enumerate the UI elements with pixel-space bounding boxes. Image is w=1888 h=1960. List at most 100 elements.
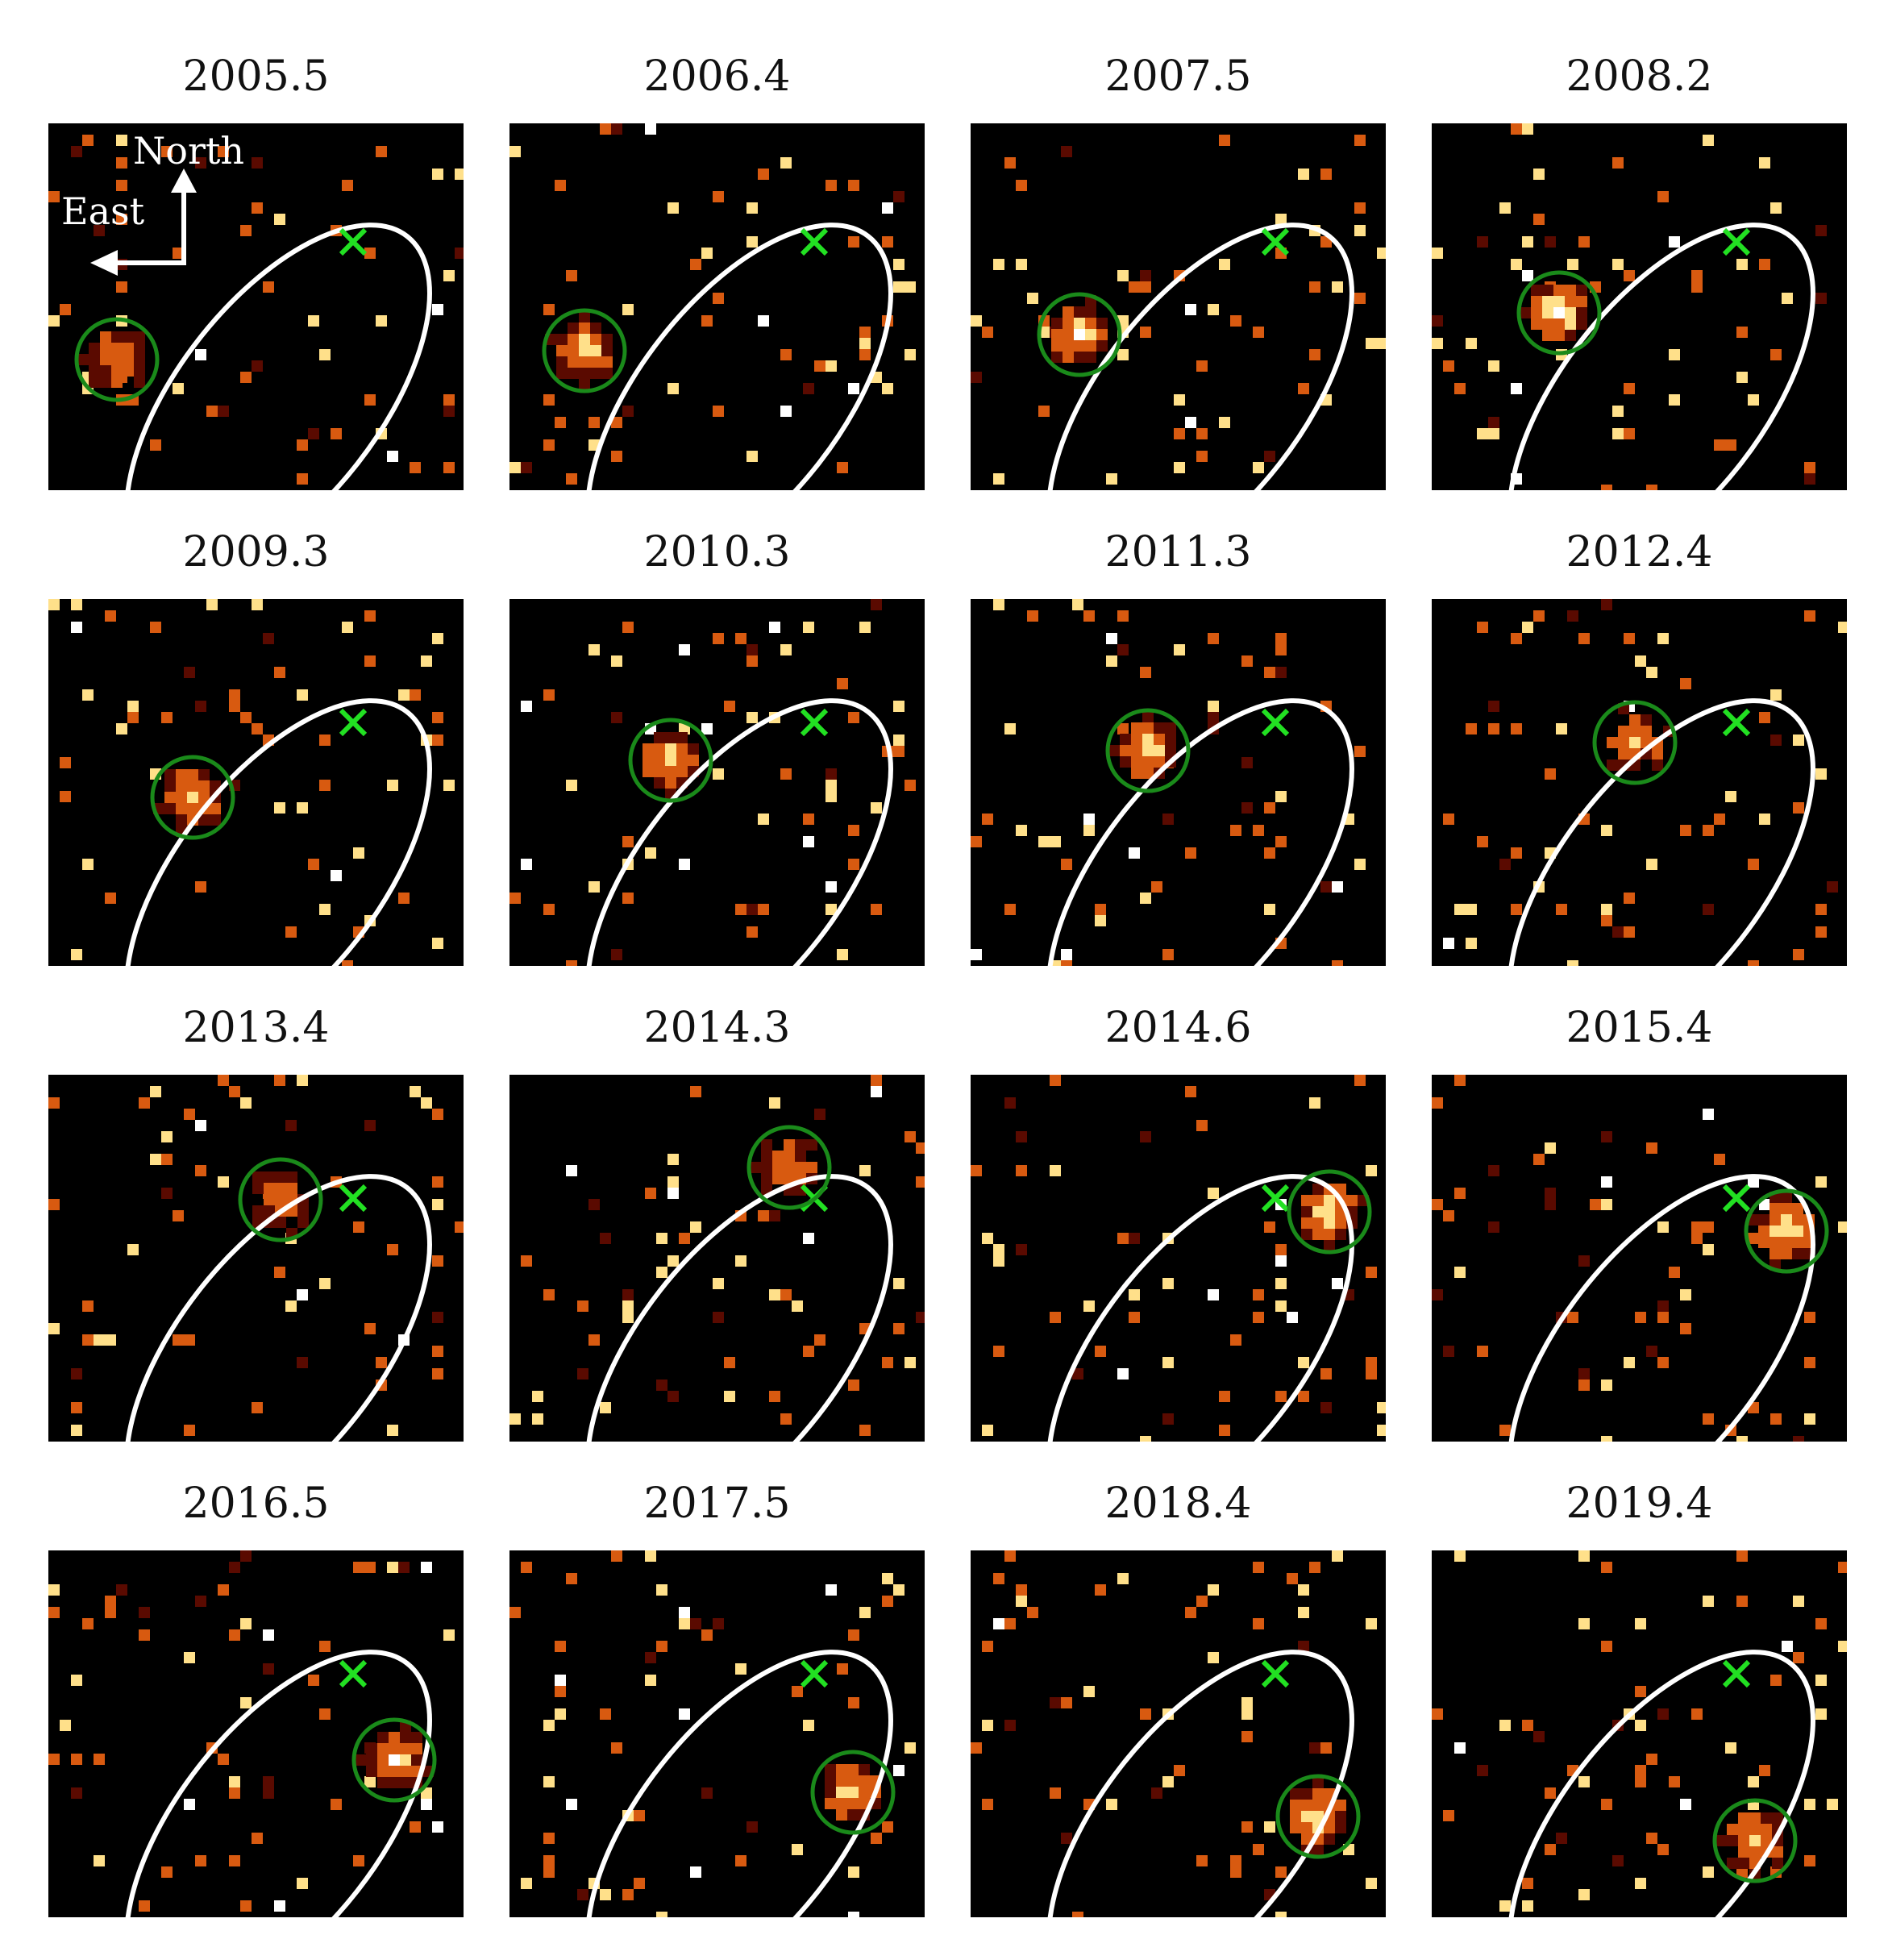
noise-pixel <box>848 825 859 836</box>
noise-pixel <box>1004 1720 1016 1731</box>
noise-pixel <box>1016 1165 1027 1176</box>
orbit-ellipse <box>585 1174 893 1442</box>
noise-pixel <box>769 1289 780 1300</box>
source-pixel <box>1781 1237 1792 1248</box>
source-pixel <box>601 356 613 368</box>
noise-pixel <box>1657 191 1669 202</box>
noise-pixel <box>1117 610 1129 622</box>
noise-pixel <box>48 1607 60 1618</box>
noise-pixel <box>588 1334 600 1346</box>
noise-pixel <box>521 701 532 712</box>
source-pixel <box>1531 285 1542 296</box>
noise-pixel <box>1635 1618 1646 1629</box>
noise-pixel <box>871 1086 882 1097</box>
source-pixel <box>676 755 688 766</box>
noise-pixel <box>1309 281 1320 293</box>
orbit-ellipse <box>1046 1650 1354 1917</box>
source-pixel <box>750 1162 761 1173</box>
noise-pixel <box>387 451 398 462</box>
noise-pixel <box>803 622 814 633</box>
source-pixel <box>1738 1812 1749 1824</box>
noise-pixel <box>893 1278 904 1289</box>
noise-pixel <box>1443 1810 1454 1821</box>
noise-pixel <box>1332 1550 1343 1562</box>
noise-pixel <box>274 1900 285 1912</box>
circle-marker-icon <box>1287 1169 1372 1255</box>
source-pixel <box>1301 1800 1312 1811</box>
noise-pixel <box>1432 315 1443 327</box>
noise-pixel <box>577 1889 588 1900</box>
noise-pixel <box>308 428 319 439</box>
noise-pixel <box>342 180 353 191</box>
noise-pixel <box>1016 1596 1027 1607</box>
image-frame <box>509 123 925 490</box>
noise-pixel <box>1601 1436 1612 1442</box>
noise-pixel <box>1241 1697 1253 1708</box>
noise-pixel <box>127 701 139 712</box>
noise-pixel <box>803 1720 814 1731</box>
noise-pixel <box>713 1278 724 1289</box>
noise-pixel <box>342 960 353 966</box>
noise-pixel <box>252 202 263 214</box>
noise-pixel <box>600 1233 611 1244</box>
noise-pixel <box>588 644 600 655</box>
source-pixel <box>795 1162 806 1173</box>
source-pixel <box>275 1194 286 1205</box>
noise-pixel <box>1230 1334 1241 1346</box>
noise-pixel <box>285 926 297 938</box>
noise-pixel <box>882 1596 893 1607</box>
noise-pixel <box>509 1413 521 1425</box>
source-pixel <box>1758 1237 1769 1248</box>
source-pixel <box>1290 1811 1301 1822</box>
source-pixel <box>1165 734 1176 745</box>
noise-pixel <box>218 1176 229 1188</box>
noise-pixel <box>1680 1323 1691 1334</box>
noise-pixel <box>1230 315 1241 327</box>
image-background <box>48 599 464 966</box>
source-pixel <box>123 365 134 377</box>
noise-pixel <box>588 1199 600 1210</box>
noise-pixel <box>1556 723 1567 734</box>
noise-pixel <box>1612 259 1624 270</box>
noise-pixel <box>342 622 353 633</box>
noise-pixel <box>1162 814 1174 825</box>
noise-pixel <box>319 1641 331 1652</box>
noise-pixel <box>240 712 252 723</box>
noise-pixel <box>645 1675 656 1686</box>
source-pixel <box>1096 329 1108 340</box>
noise-pixel <box>848 1629 859 1641</box>
noise-pixel <box>1725 439 1736 451</box>
noise-pixel <box>1298 1607 1309 1618</box>
noise-pixel <box>848 180 859 191</box>
source-pixel <box>568 323 579 334</box>
noise-pixel <box>252 723 263 734</box>
source-pixel <box>1312 1845 1324 1856</box>
noise-pixel <box>71 1402 82 1413</box>
noise-pixel <box>1657 1312 1669 1323</box>
noise-pixel <box>701 1787 713 1799</box>
noise-pixel <box>1680 1289 1691 1300</box>
noise-pixel <box>1253 327 1264 338</box>
source-pixel <box>847 1809 859 1821</box>
source-pixel <box>1120 745 1131 756</box>
noise-pixel <box>679 644 690 655</box>
noise-pixel <box>1287 1573 1298 1584</box>
source-pixel <box>1346 1195 1358 1206</box>
noise-pixel <box>1016 1131 1027 1142</box>
noise-pixel <box>667 1188 679 1199</box>
noise-pixel <box>1578 1368 1590 1379</box>
noise-pixel <box>1578 236 1590 248</box>
noise-pixel <box>218 406 229 417</box>
noise-pixel <box>577 1368 588 1379</box>
noise-pixel <box>1804 1413 1815 1425</box>
source-pixel <box>590 345 601 356</box>
noise-pixel <box>1275 214 1287 225</box>
noise-pixel <box>1736 372 1748 383</box>
circle-marker-icon <box>351 1717 437 1803</box>
noise-pixel <box>1567 610 1578 622</box>
noise-pixel <box>1815 1675 1827 1686</box>
noise-pixel <box>1793 1596 1804 1607</box>
noise-pixel <box>769 1210 780 1221</box>
source-pixel <box>198 814 210 826</box>
noise-pixel <box>206 599 218 610</box>
